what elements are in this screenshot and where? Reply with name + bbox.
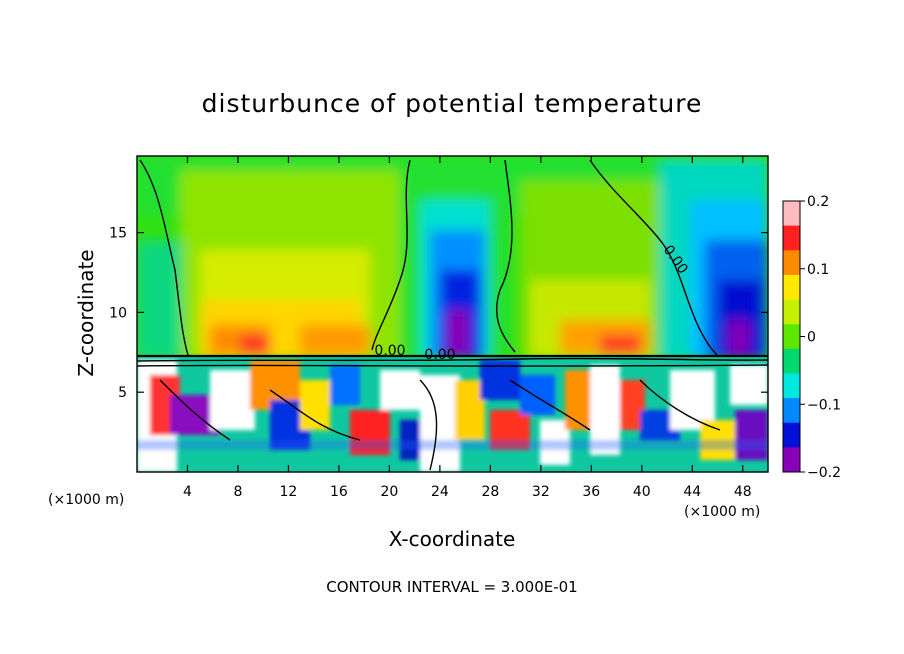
contour-line: [589, 159, 719, 357]
x-tick-label: 48: [734, 484, 752, 500]
x-tick-label: 20: [380, 484, 398, 500]
colorbar-tick-label: −0.1: [807, 397, 841, 413]
colorbar-swatch: [783, 299, 800, 325]
x-tick-label: 4: [183, 484, 192, 500]
colorbar-swatch: [783, 447, 800, 473]
colorbar-tick-label: 0.2: [807, 194, 829, 210]
y-tick-label: 10: [109, 305, 127, 321]
colorbar-swatch: [783, 225, 800, 251]
x-tick-label: 16: [330, 484, 348, 500]
colorbar-tick-label: 0.1: [807, 262, 829, 278]
x-axis: 4 8 12 16 20 24 28 32 36 40 44 48: [183, 156, 752, 500]
x-unit-right: (×1000 m): [684, 504, 760, 520]
contour-line: [496, 159, 516, 353]
contour-line: [137, 364, 768, 367]
colorbar-swatch: [783, 324, 800, 350]
plot-frame: [136, 155, 769, 473]
x-tick-label: 12: [280, 484, 298, 500]
contour-line: [139, 159, 189, 356]
x-tick-label: 8: [233, 484, 242, 500]
colorbar-swatch: [783, 398, 800, 424]
colorbar-tick-label: 0: [807, 330, 816, 346]
colorbar-swatch: [783, 373, 800, 399]
x-tick-label: 28: [481, 484, 499, 500]
colorbar-swatch: [783, 250, 800, 276]
zero-contours: [137, 159, 768, 471]
upper-layer-blobs: [137, 156, 768, 356]
y-tick-label: 5: [118, 385, 127, 401]
x-axis-label: X-coordinate: [389, 527, 516, 551]
colorbar-swatch: [783, 201, 800, 227]
y-axis: 5 10 15: [109, 226, 768, 401]
x-tick-label: 24: [431, 484, 449, 500]
y-tick-label: 15: [109, 226, 127, 242]
x-tick-label: 40: [633, 484, 651, 500]
lower-turbulent-layer: [137, 356, 768, 472]
x-tick-label: 36: [582, 484, 600, 500]
x-unit-left: (×1000 m): [48, 492, 124, 508]
chart-title: disturbunce of potential temperature: [202, 89, 703, 118]
colorbar-swatch: [783, 422, 800, 448]
colorbar-swatch: [783, 274, 800, 301]
contour-line: [137, 357, 768, 362]
contour-label: 0.00: [424, 347, 455, 363]
heatmap-field: [137, 156, 768, 472]
colorbar-swatch: [783, 348, 800, 374]
colorbar-tick-label: −0.2: [807, 465, 841, 481]
contour-interval-note: CONTOUR INTERVAL = 3.000E-01: [326, 578, 577, 596]
contour-label: 0.00: [374, 343, 405, 359]
x-tick-label: 44: [683, 484, 701, 500]
contour-line: [371, 159, 411, 351]
x-tick-label: 32: [532, 484, 550, 500]
colorbar: 0.2 0.1 0 −0.1 −0.2: [782, 194, 841, 481]
y-axis-label: Z-coordinate: [74, 249, 98, 376]
contour-line: [159, 379, 721, 471]
